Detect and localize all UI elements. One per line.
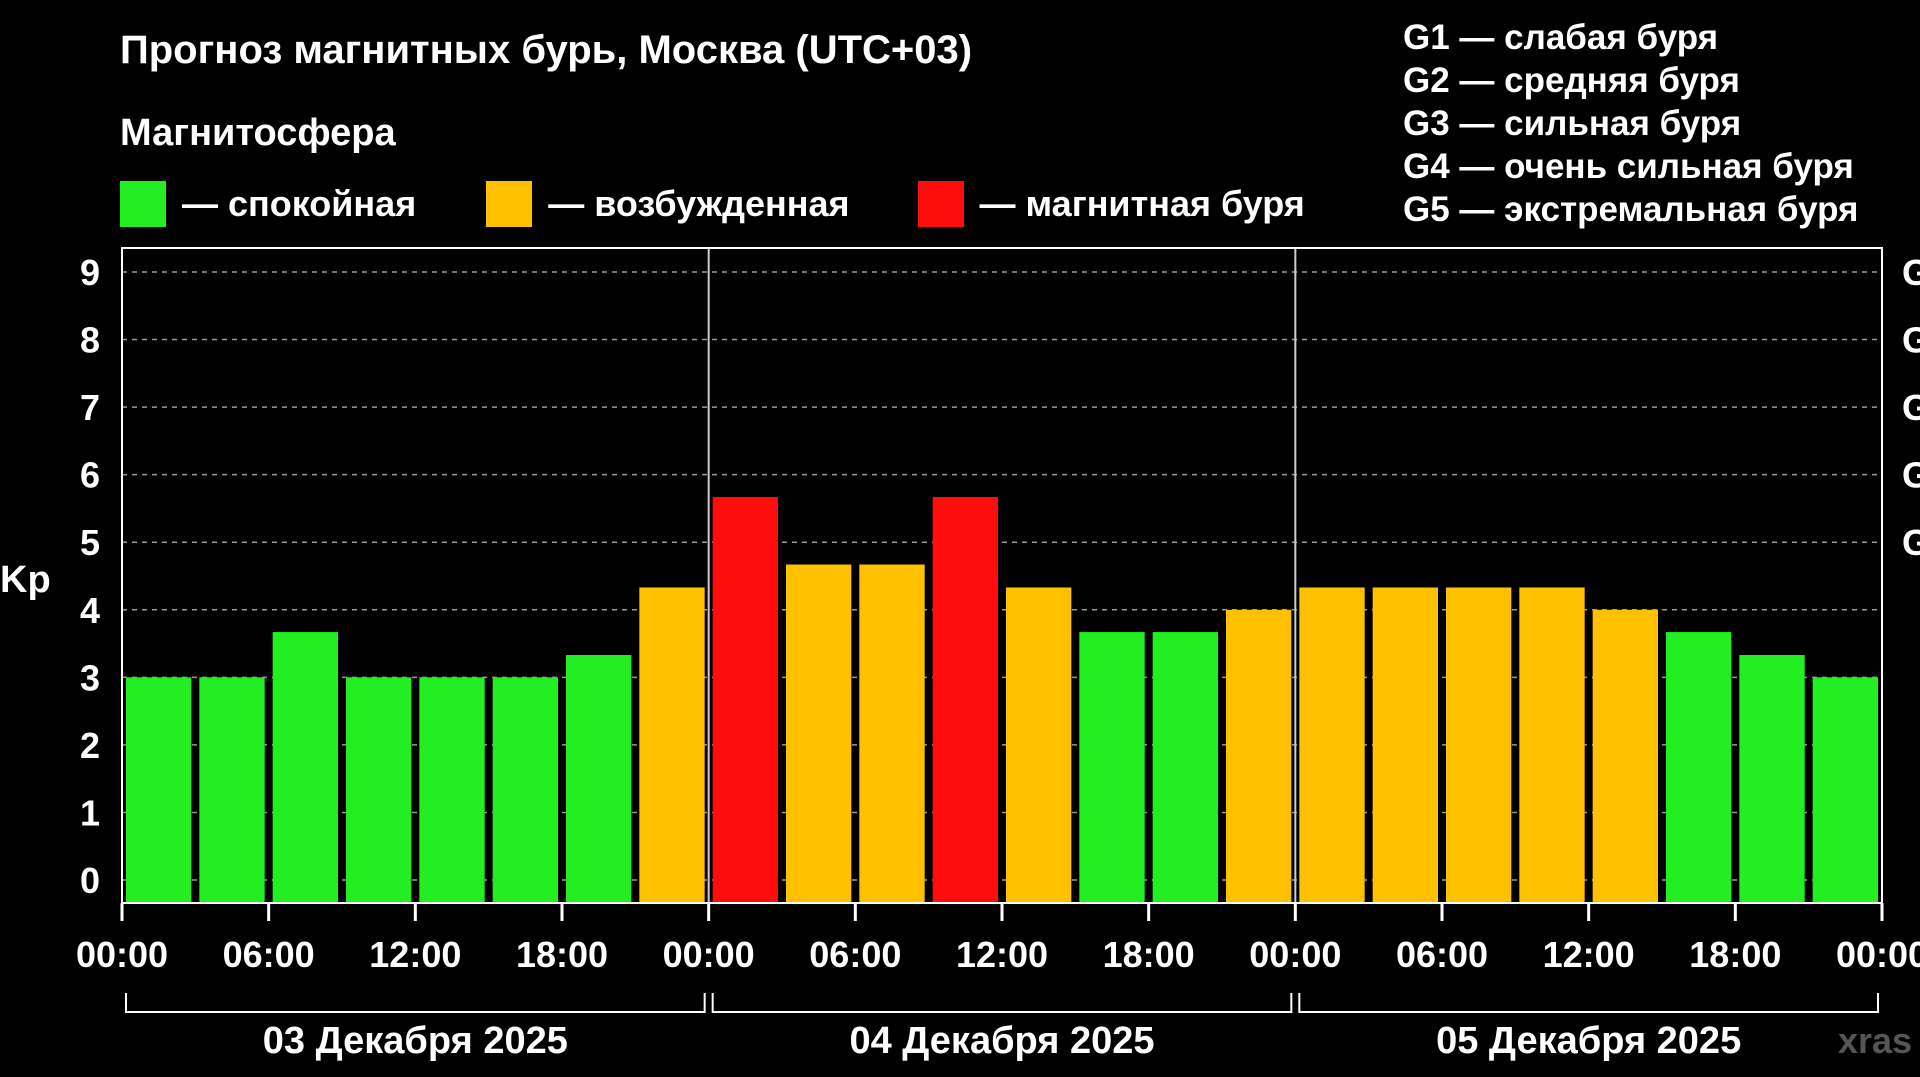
kp-bar [859,564,925,903]
x-tick-label: 12:00 [956,934,1048,975]
day-bracket [125,993,706,1013]
legend-label-storm: — магнитная буря [979,183,1305,224]
day-label: 03 Декабря 2025 [263,1020,568,1062]
x-tick-label: 12:00 [369,934,461,975]
kp-bar [1519,587,1585,903]
kp-bar [1006,587,1072,903]
day-bracket [711,993,1293,1013]
day-label: 05 Декабря 2025 [1436,1020,1741,1062]
kp-bar [566,655,632,903]
storm-level-g5: G5 — экстремальная буря [1403,190,1859,229]
watermark: xras [1838,1020,1913,1061]
y-tick-label: 4 [80,590,100,631]
legend-swatch-storm [917,181,964,227]
kp-bar [1666,632,1732,903]
kp-bar [1592,609,1658,903]
y-tick-label: 7 [80,387,100,428]
x-tick-label: 06:00 [223,934,315,975]
kp-bar [786,564,852,903]
x-tick-label: 06:00 [1396,934,1488,975]
x-tick-label: 00:00 [1249,934,1341,975]
kp-bar [419,677,485,903]
x-tick-label: 00:00 [76,934,168,975]
legend-label-active: — возбужденная [548,183,850,224]
x-tick-label: 18:00 [1103,934,1195,975]
x-tick-label: 06:00 [809,934,901,975]
y-axis-label: Kp [0,559,51,601]
right-tick-label: G1 [1902,522,1920,563]
legend-title: Магнитосфера [120,112,396,154]
kp-bar [1152,632,1218,903]
legend-label-quiet: — спокойная [182,183,417,224]
kp-bar [346,677,412,903]
kp-bar [199,677,265,903]
kp-bar [492,677,558,903]
y-tick-label: 0 [80,860,100,901]
day-bracket [1298,993,1879,1013]
storm-level-g3: G3 — сильная буря [1403,104,1742,143]
legend: — спокойная — возбужденная — магнитная б… [120,180,1305,228]
right-tick-label: G5 [1902,252,1920,293]
kp-bar [712,496,778,903]
legend-item-active: — возбужденная [486,181,850,227]
day-label: 04 Декабря 2025 [849,1020,1154,1062]
y-tick-label: 1 [80,792,100,833]
y-tick-label: 6 [80,455,100,496]
kp-bar [1299,587,1365,903]
storm-levels-list: G1 — слабая буря G2 — средняя буря G3 — … [1403,16,1858,231]
kp-bar [932,496,998,903]
right-tick-label: G3 [1902,387,1920,428]
kp-bar [1372,587,1438,903]
storm-level-g4: G4 — очень сильная буря [1403,147,1854,186]
x-tick-label: 00:00 [1836,934,1920,975]
kp-bar [639,587,705,903]
x-tick-label: 12:00 [1543,934,1635,975]
storm-level-g2: G2 — средняя буря [1403,61,1740,100]
kp-bar [126,677,192,903]
legend-swatch-active [486,181,533,227]
kp-bar [1079,632,1145,903]
right-tick-label: G4 [1902,320,1920,361]
kp-bar [272,632,338,903]
x-tick-label: 18:00 [1689,934,1781,975]
x-tick-label: 00:00 [663,934,755,975]
y-tick-label: 8 [80,320,100,361]
x-tick-label: 18:00 [516,934,608,975]
kp-bar [1226,609,1292,903]
legend-item-storm: — магнитная буря [917,181,1305,227]
y-tick-label: 9 [80,252,100,293]
kp-bar [1446,587,1512,903]
legend-item-quiet: — спокойная [120,181,416,227]
right-tick-label: G2 [1902,455,1920,496]
kp-bar [1739,655,1805,903]
legend-swatch-quiet [120,181,166,227]
kp-bar [1812,677,1878,903]
storm-level-g1: G1 — слабая буря [1403,18,1719,57]
y-tick-label: 2 [80,725,100,766]
y-tick-label: 3 [80,657,100,698]
y-tick-label: 5 [80,522,100,563]
chart-title: Прогноз магнитных бурь, Москва (UTC+03) [120,28,973,72]
